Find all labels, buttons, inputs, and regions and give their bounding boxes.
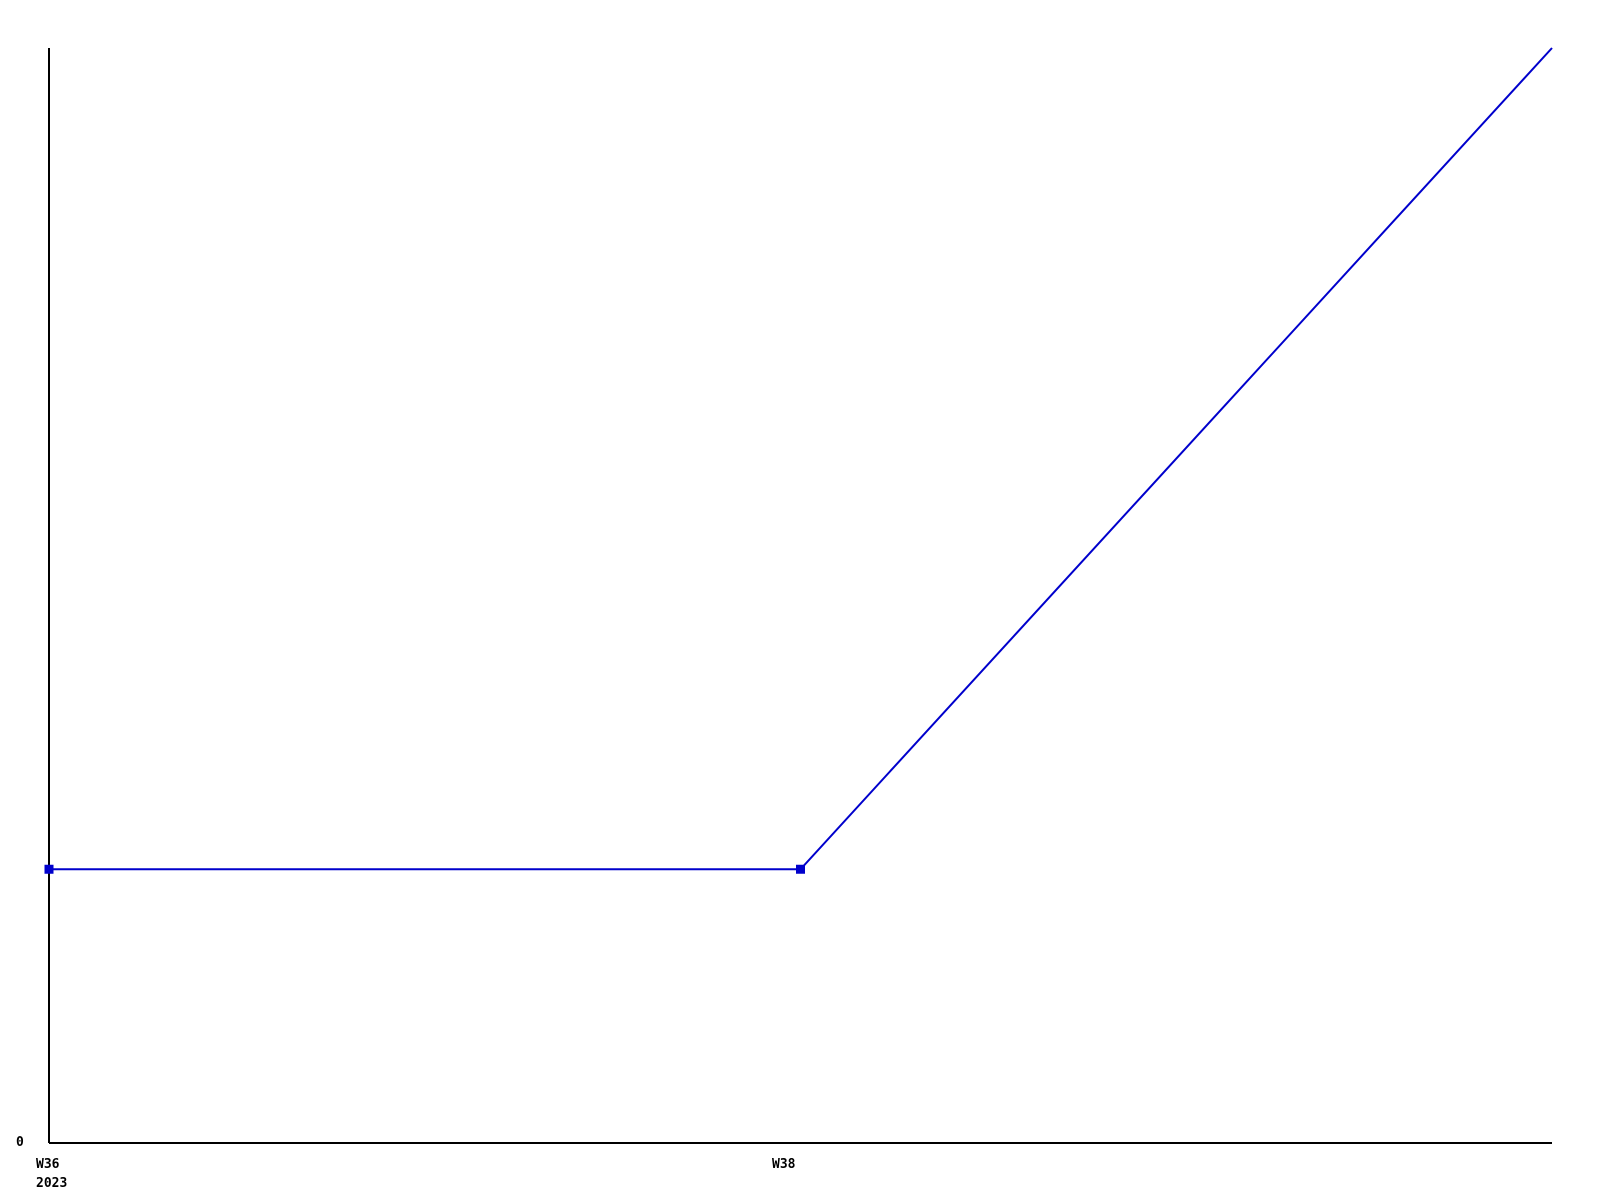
x-axis-tick-label-w38: W38 (772, 1157, 796, 1172)
data-point-marker-w38 (796, 864, 805, 874)
data-point-marker-w36 (44, 864, 54, 874)
x-axis-tick-label-w36: W36 (36, 1157, 60, 1172)
x-axis-tick-label-year: 2023 (36, 1176, 68, 1191)
series-line-1 (49, 47, 1553, 871)
y-axis-tick-label-0: 0 (16, 1135, 24, 1150)
